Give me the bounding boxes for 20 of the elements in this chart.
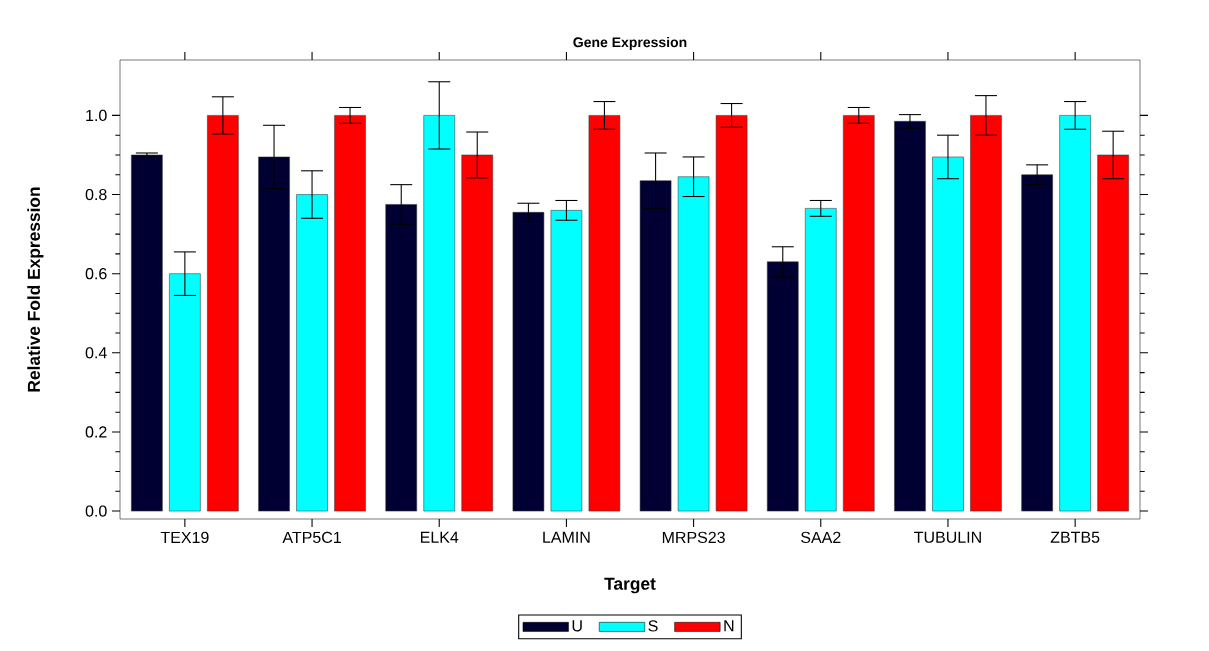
x-tick-label: SAA2 (801, 531, 841, 544)
x-tick-label: TUBULIN (914, 531, 981, 543)
y-tick-label: 1.0 (86, 109, 107, 122)
y-tick-label: 0.0 (85, 505, 107, 517)
legend-label: N (724, 620, 734, 632)
chart-title: Gene Expression (573, 36, 687, 50)
x-tick-label: LAMIN (543, 531, 590, 543)
legend-label: S (648, 620, 658, 632)
x-tick-label: TEX19 (160, 531, 209, 544)
y-tick-label: 0.4 (85, 347, 107, 359)
x-tick-label: ELK4 (420, 531, 459, 543)
x-tick-label: ZBTB5 (1050, 531, 1100, 543)
x-tick-label: MRPS23 (662, 531, 725, 544)
x-tick-label: ATP5C1 (282, 531, 341, 544)
y-axis-title: Relative Fold Expression (27, 187, 44, 392)
y-tick-label: 0.8 (85, 188, 107, 201)
y-tick-label: 0.6 (85, 268, 107, 280)
x-axis-title: Target (604, 577, 656, 594)
y-tick-label: 0.2 (85, 426, 107, 438)
legend-label: U (572, 620, 582, 632)
